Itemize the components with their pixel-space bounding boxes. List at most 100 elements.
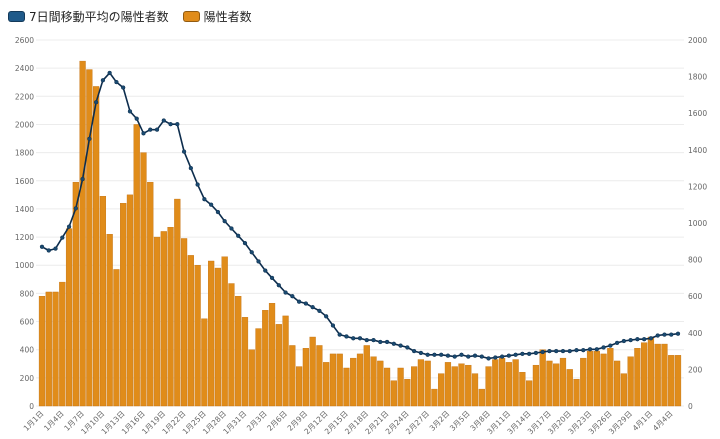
- line-marker: [547, 348, 552, 354]
- bar: [390, 380, 397, 407]
- bar: [397, 367, 404, 407]
- bar: [120, 203, 127, 407]
- bar: [478, 388, 485, 407]
- bar: [566, 369, 573, 407]
- line-marker: [520, 351, 525, 356]
- line-marker: [472, 353, 478, 358]
- bar: [65, 228, 73, 407]
- line-marker: [405, 345, 410, 350]
- line-marker: [499, 354, 505, 359]
- bar: [160, 231, 167, 407]
- line-marker: [594, 347, 599, 352]
- bar: [275, 324, 282, 407]
- bar: [140, 152, 147, 407]
- bar: [654, 343, 661, 407]
- left-axis-tick-label: 600: [20, 318, 35, 327]
- bar: [512, 359, 519, 407]
- line-marker: [371, 337, 376, 343]
- bar: [214, 267, 222, 407]
- bar: [255, 328, 262, 407]
- bar: [289, 345, 296, 407]
- line-marker: [439, 352, 444, 357]
- legend-item-moving-average[interactable]: 7日間移動平均の陽性者数: [8, 8, 169, 25]
- right-axis-tick-label: 1000: [688, 219, 707, 228]
- bar: [438, 373, 445, 407]
- bar: [404, 379, 411, 407]
- bar: [133, 124, 140, 407]
- right-axis-tick-label: 800: [688, 256, 703, 265]
- line-marker: [608, 343, 613, 348]
- line-marker: [100, 78, 106, 83]
- line-marker: [560, 348, 566, 354]
- line-marker: [134, 116, 139, 121]
- bar: [106, 234, 113, 407]
- bar: [532, 364, 540, 407]
- right-axis-tick-label: 400: [688, 329, 703, 338]
- bar: [424, 360, 431, 407]
- bar: [329, 353, 337, 407]
- bar: [187, 255, 194, 407]
- bar: [241, 317, 249, 407]
- bar: [607, 348, 614, 407]
- left-axis-tick-label: 400: [20, 346, 35, 355]
- bar: [208, 260, 215, 407]
- line-marker: [635, 337, 640, 342]
- line-marker: [587, 347, 593, 352]
- left-axis-tick-label: 2400: [15, 64, 34, 73]
- right-axis-tick-label: 1400: [688, 146, 707, 155]
- line-marker: [39, 244, 45, 249]
- bar: [539, 349, 546, 407]
- line-marker: [601, 345, 606, 350]
- line-marker: [648, 336, 654, 341]
- line-marker: [655, 333, 660, 338]
- bar: [323, 362, 330, 407]
- line-marker: [107, 70, 112, 76]
- left-axis-tick-label: 2000: [15, 120, 34, 129]
- bar: [194, 265, 201, 407]
- bar: [674, 355, 682, 407]
- right-axis-tick-label: 0: [688, 402, 693, 411]
- line-marker: [364, 337, 369, 343]
- line-marker: [662, 332, 667, 337]
- bar: [153, 236, 161, 407]
- legend-item-positive-cases[interactable]: 陽性者数: [182, 8, 252, 25]
- bar-series-positive-cases: [38, 60, 682, 407]
- x-axis-tick-label: 1月4日: [42, 409, 66, 433]
- x-axis-tick-label: 4月4日: [651, 409, 675, 433]
- line-marker: [202, 197, 207, 202]
- right-axis-tick-label: 1800: [688, 73, 707, 82]
- line-marker: [669, 332, 674, 337]
- bar: [458, 363, 465, 407]
- line-marker: [479, 354, 484, 359]
- bar: [174, 198, 181, 407]
- line-marker: [283, 290, 288, 295]
- bar: [411, 366, 418, 407]
- bar: [268, 303, 276, 407]
- line-marker: [195, 182, 200, 187]
- line-marker: [303, 301, 309, 306]
- bar: [505, 362, 512, 407]
- bar: [451, 366, 458, 407]
- line-marker: [384, 339, 390, 345]
- right-axis-tick-label: 1200: [688, 182, 707, 191]
- bar: [52, 291, 59, 407]
- bar: [343, 367, 350, 407]
- bar: [647, 336, 655, 407]
- bar: [553, 363, 560, 407]
- line-marker: [215, 209, 221, 215]
- bar: [45, 291, 52, 407]
- line-marker: [121, 85, 126, 90]
- bar: [546, 360, 553, 407]
- bar: [262, 310, 269, 407]
- line-marker: [567, 348, 572, 354]
- bar: [370, 356, 377, 407]
- gridlines: [36, 39, 684, 407]
- line-marker: [513, 352, 518, 357]
- bar: [559, 357, 567, 407]
- line-marker: [269, 275, 275, 281]
- line-marker: [188, 165, 194, 171]
- bar: [316, 345, 323, 407]
- line-marker: [236, 233, 241, 238]
- line-marker: [391, 341, 396, 346]
